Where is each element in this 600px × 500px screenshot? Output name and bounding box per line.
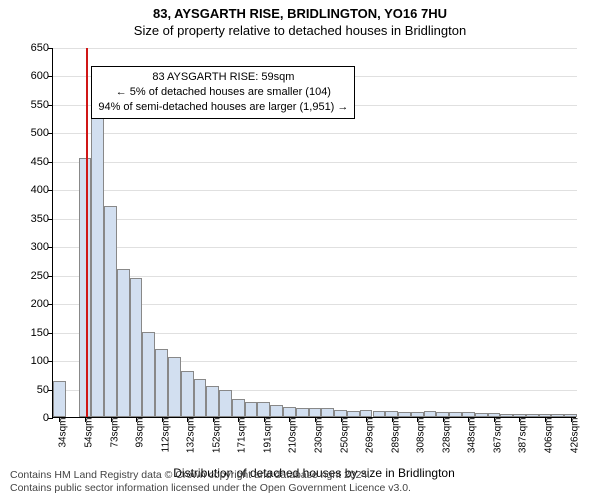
gridline [53,48,577,49]
histogram-bar [53,381,66,417]
histogram-bar [130,278,143,417]
histogram-bar [321,408,334,417]
histogram-bar [449,412,462,417]
xtick-label: 250sqm [339,418,350,454]
histogram-bar [309,408,322,417]
xtick-label: 367sqm [492,418,503,454]
histogram-chart: 0501001502002503003504004505005506006503… [52,48,576,418]
plot-area: 0501001502002503003504004505005506006503… [52,48,576,418]
ytick-label: 150 [15,327,49,339]
histogram-bar [168,357,181,417]
ytick-label: 200 [15,298,49,310]
xtick-label: 112sqm [160,418,171,453]
ytick-label: 300 [15,241,49,253]
histogram-bar [373,411,386,417]
xtick-label: 191sqm [262,418,273,454]
histogram-bar [347,411,360,417]
xtick-label: 308sqm [416,418,427,454]
footer-line-2: Contains public sector information licen… [10,482,411,496]
xtick-label: 54sqm [83,418,94,448]
histogram-bar [91,118,104,417]
ytick-label: 500 [15,127,49,139]
histogram-bar [104,206,117,417]
histogram-bar [194,379,207,417]
gridline [53,133,577,134]
xtick-label: 406sqm [544,418,555,454]
gridline [53,162,577,163]
histogram-bar [181,371,194,417]
ytick-label: 400 [15,184,49,196]
histogram-bar [142,332,155,417]
page-title: 83, AYSGARTH RISE, BRIDLINGTON, YO16 7HU [0,0,600,21]
xtick-label: 152sqm [211,418,222,454]
histogram-bar [398,412,411,417]
info-box-line: ← 5% of detached houses are smaller (104… [98,85,348,100]
xtick-label: 426sqm [569,418,580,454]
page-subtitle: Size of property relative to detached ho… [0,21,600,38]
ytick-label: 650 [15,42,49,54]
xtick-label: 171sqm [237,418,248,454]
histogram-bar [117,269,130,417]
histogram-bar [500,414,513,417]
gridline [53,247,577,248]
ytick-label: 250 [15,270,49,282]
histogram-bar [360,410,373,417]
ytick-label: 100 [15,355,49,367]
histogram-bar [206,386,219,417]
footer-line-1: Contains HM Land Registry data © Crown c… [10,469,411,483]
histogram-bar [257,402,270,417]
xtick-label: 73sqm [109,418,120,448]
histogram-bar [232,399,245,417]
xtick-label: 210sqm [288,418,299,454]
xtick-label: 34sqm [58,418,69,448]
histogram-bar [283,407,296,417]
xtick-label: 387sqm [518,418,529,454]
histogram-bar [526,414,539,417]
histogram-bar [424,411,437,417]
histogram-bar [334,410,347,417]
histogram-bar [245,402,258,417]
xtick-label: 269sqm [365,418,376,454]
gridline [53,276,577,277]
info-box-line: 83 AYSGARTH RISE: 59sqm [98,70,348,85]
xtick-label: 132sqm [186,418,197,454]
histogram-bar [296,408,309,417]
ytick-label: 0 [15,412,49,424]
footer-attribution: Contains HM Land Registry data © Crown c… [10,469,411,496]
gridline [53,190,577,191]
xtick-label: 93sqm [135,418,146,448]
xtick-label: 289sqm [390,418,401,454]
ytick-label: 600 [15,70,49,82]
histogram-bar [79,158,92,417]
ytick-label: 50 [15,384,49,396]
xtick-label: 348sqm [467,418,478,454]
gridline [53,219,577,220]
ytick-label: 350 [15,213,49,225]
histogram-bar [219,390,232,417]
xtick-label: 328sqm [441,418,452,454]
histogram-bar [155,349,168,417]
info-box: 83 AYSGARTH RISE: 59sqm← 5% of detached … [91,66,355,119]
histogram-bar [475,413,488,417]
ytick-label: 450 [15,156,49,168]
ytick-label: 550 [15,99,49,111]
reference-line [86,48,88,417]
histogram-bar [270,405,283,417]
xtick-label: 230sqm [314,418,325,454]
info-box-line: 94% of semi-detached houses are larger (… [98,100,348,115]
